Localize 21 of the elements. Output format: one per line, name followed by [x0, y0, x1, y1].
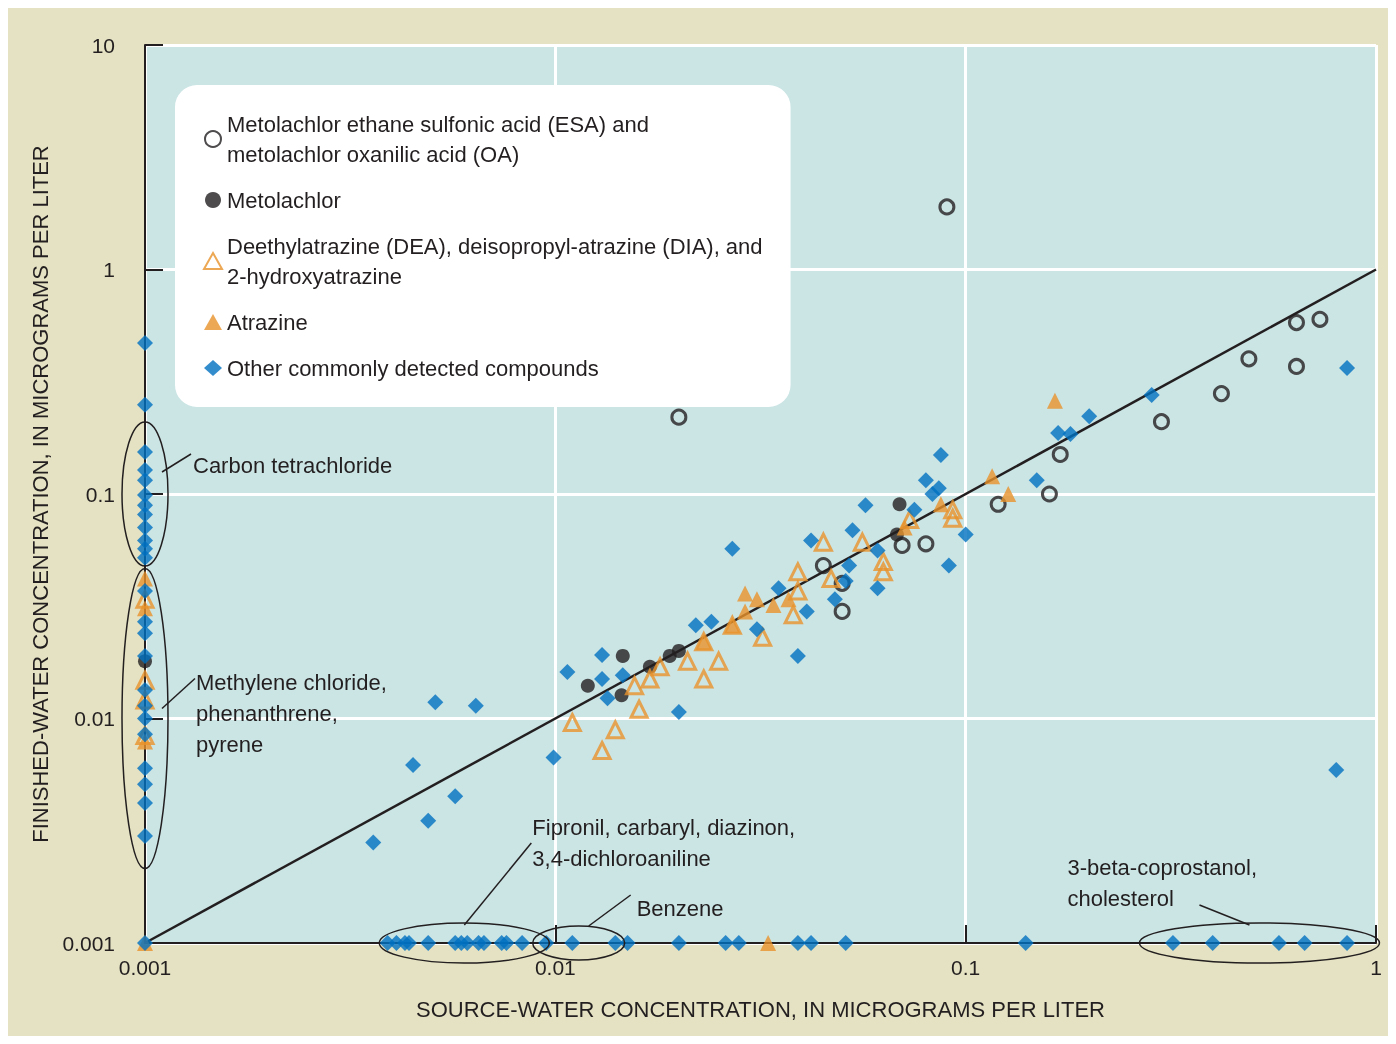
y-tick-label: 0.01	[74, 707, 115, 730]
legend-label: Atrazine	[227, 309, 308, 335]
legend-label: Metolachlor	[227, 187, 341, 213]
y-tick-label: 10	[91, 33, 115, 57]
annotation: 3-beta-coprostanol, cholesterol	[1067, 855, 1258, 911]
y-tick-label: 1	[103, 258, 115, 281]
x-tick-label: 0.1	[951, 956, 981, 979]
y-tick-label: 0.1	[85, 482, 115, 506]
annotation: Fipronil, carbaryl, diazinon, 3,4-dichloroaniline	[532, 815, 796, 871]
y-axis-title: FINISHED-WATER CONCENTRATION, IN MICROGRAMS PER LITER	[28, 145, 54, 843]
x-tick-label: 0.01	[534, 956, 576, 979]
annotation: Benzene	[636, 896, 724, 921]
y-tick-label: 0.001	[62, 931, 115, 955]
x-tick-label: 1	[1370, 956, 1382, 979]
annotation: Carbon tetrachloride	[193, 453, 393, 478]
legend-label: Deethylatrazine (DEA), deisopropyl-atrazine (DIA), and 2-hydroxyatrazine	[227, 233, 763, 289]
legend-label: Other commonly detected compounds	[227, 355, 599, 381]
x-tick-label: 0.001	[118, 956, 172, 979]
annotation: Methylene chloride, phenanthrene, pyrene	[196, 669, 387, 757]
legend-label: Metolachlor ethane sulfonic acid (ESA) and metolachlor oxanilic acid (OA)	[227, 111, 649, 167]
x-axis-title: SOURCE-WATER CONCENTRATION, IN MICROGRAMS PER LITER	[416, 996, 1105, 1022]
